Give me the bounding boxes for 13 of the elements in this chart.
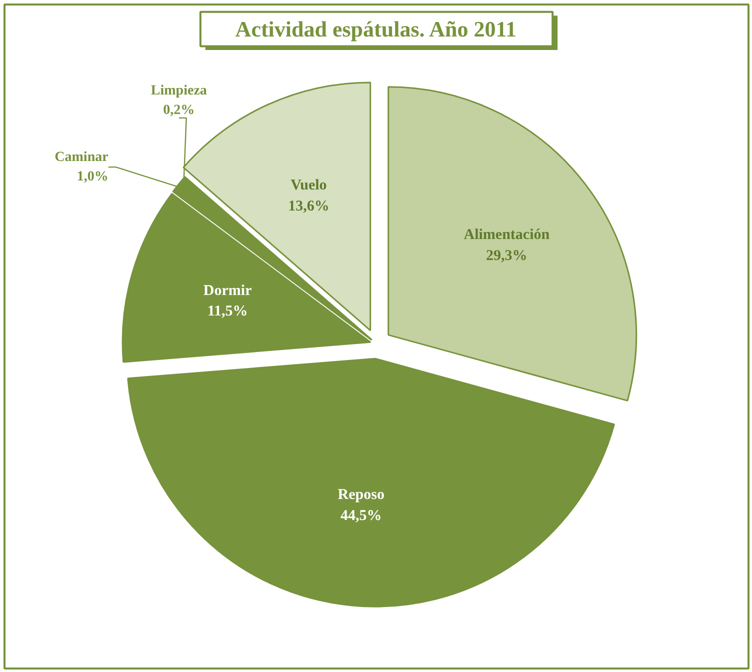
data-label: 13,6%	[288, 198, 330, 215]
data-label: 44,5%	[340, 508, 382, 524]
slice-label: Limpieza	[150, 83, 207, 98]
slice-label: Reposo	[338, 487, 384, 504]
slice-label: Vuelo	[290, 178, 327, 194]
chart-title: Actividad espátulas. Año 2011	[235, 16, 516, 42]
slice-label: Dormir	[203, 282, 252, 299]
data-label: 11,5%	[207, 304, 248, 320]
slice-label: Caminar	[54, 150, 108, 165]
slice-label: Alimentación	[464, 227, 550, 244]
data-label: 0,2%	[163, 102, 195, 118]
data-label: 1,0%	[76, 169, 108, 184]
data-label: 29,3%	[486, 248, 528, 264]
